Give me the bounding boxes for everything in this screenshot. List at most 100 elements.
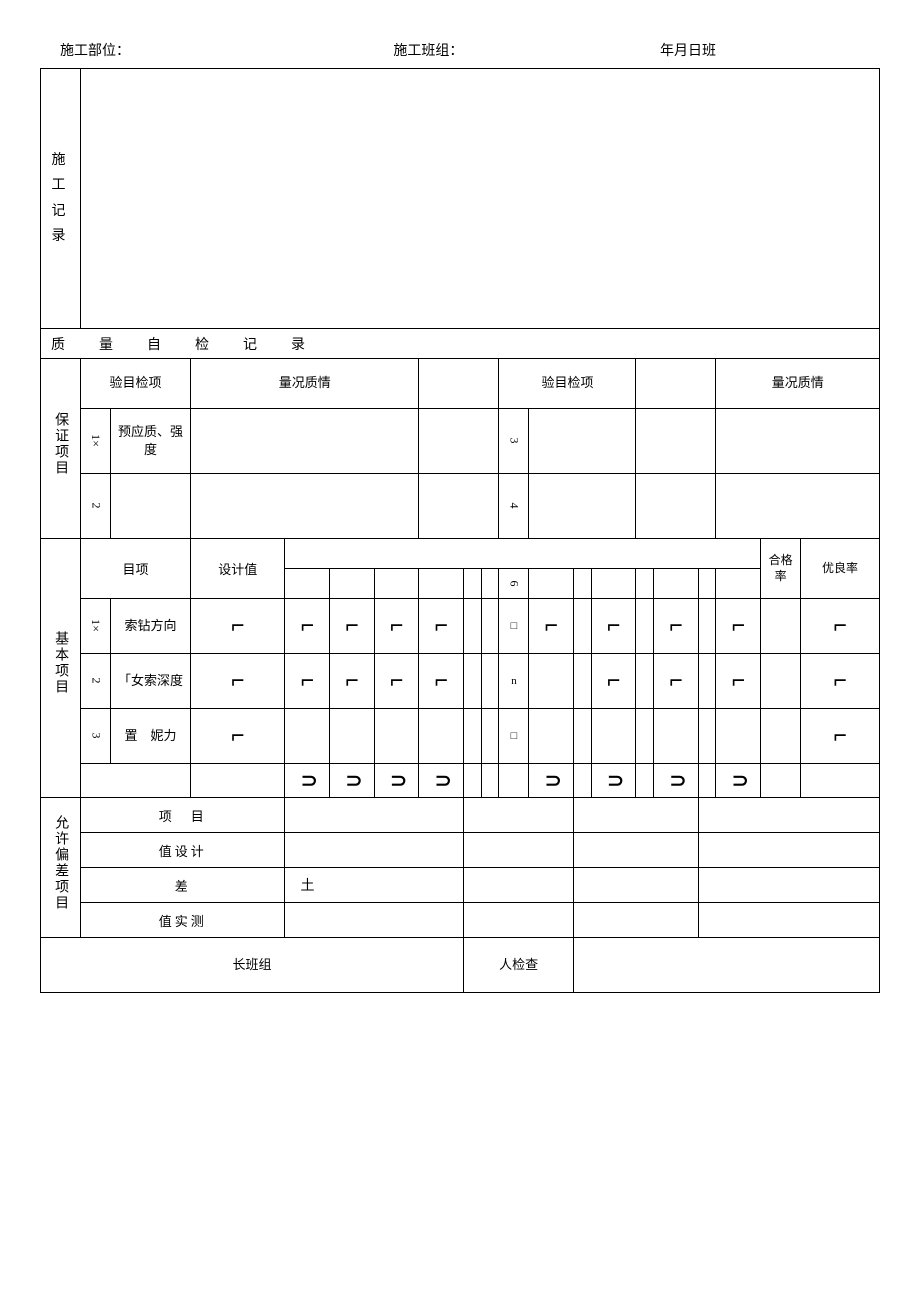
basic-row2-c8 bbox=[529, 654, 574, 709]
basic-row1-c7: □ bbox=[499, 599, 529, 654]
basic-row3-c4 bbox=[419, 709, 464, 764]
basic-row3-c3 bbox=[374, 709, 419, 764]
deviation-measure-val3 bbox=[574, 903, 699, 938]
basic-sum-c6 bbox=[481, 764, 499, 798]
guarantee-row2-name bbox=[111, 474, 191, 539]
basic-row3-pass bbox=[761, 709, 801, 764]
basic-col-3 bbox=[374, 569, 419, 599]
guarantee-section-label: 保证项目 bbox=[41, 359, 81, 539]
basic-sum-c2: ⊃ bbox=[330, 764, 375, 798]
basic-row2-c12: ⌐ bbox=[654, 654, 699, 709]
basic-item-header: 目项 bbox=[81, 539, 191, 599]
basic-data-header bbox=[285, 539, 761, 569]
guarantee-row2-val1 bbox=[191, 474, 419, 539]
deviation-design-val1 bbox=[285, 833, 464, 868]
basic-row3-c11 bbox=[636, 709, 654, 764]
deviation-item-val1 bbox=[285, 798, 464, 833]
basic-row3-c9 bbox=[574, 709, 592, 764]
basic-row2-name: 「女索深度 bbox=[111, 654, 191, 709]
basic-row1-c9 bbox=[574, 599, 592, 654]
basic-row2-c9 bbox=[574, 654, 592, 709]
basic-row3-exc: ⌐ bbox=[801, 709, 880, 764]
guarantee-row1-name: 预应质、强度 bbox=[111, 409, 191, 474]
basic-sum-c10: ⊃ bbox=[591, 764, 636, 798]
basic-col-11 bbox=[636, 569, 654, 599]
deviation-measure-val4 bbox=[698, 903, 879, 938]
basic-col-8 bbox=[529, 569, 574, 599]
deviation-item-val4 bbox=[698, 798, 879, 833]
record-content-cell bbox=[81, 69, 880, 329]
guarantee-check-header-2: 验目检项 bbox=[499, 359, 636, 409]
deviation-design-val3 bbox=[574, 833, 699, 868]
basic-row2-num: 2 bbox=[81, 654, 111, 709]
deviation-section-label: 允许偏差项目 bbox=[41, 798, 81, 938]
basic-col-14 bbox=[716, 569, 761, 599]
basic-row1-pass bbox=[761, 599, 801, 654]
guarantee-row4-num: 4 bbox=[499, 474, 529, 539]
basic-col-1 bbox=[285, 569, 330, 599]
deviation-diff-val2 bbox=[464, 868, 574, 903]
basic-row1-c14: ⌐ bbox=[716, 599, 761, 654]
basic-col-10 bbox=[591, 569, 636, 599]
basic-row3-c8 bbox=[529, 709, 574, 764]
guarantee-row3-name bbox=[529, 409, 636, 474]
basic-row1-exc: ⌐ bbox=[801, 599, 880, 654]
basic-row2-exc: ⌐ bbox=[801, 654, 880, 709]
deviation-item-val2 bbox=[464, 798, 574, 833]
basic-design-header: 设计值 bbox=[191, 539, 285, 599]
basic-col-5 bbox=[464, 569, 482, 599]
basic-row1-c4: ⌐ bbox=[419, 599, 464, 654]
basic-row1-c6 bbox=[481, 599, 499, 654]
basic-col-13 bbox=[698, 569, 716, 599]
basic-sum-c3: ⊃ bbox=[374, 764, 419, 798]
basic-row1-c11 bbox=[636, 599, 654, 654]
basic-row3-c12 bbox=[654, 709, 699, 764]
basic-row1-name: 索钻方向 bbox=[111, 599, 191, 654]
footer-blank-cell bbox=[574, 938, 880, 993]
basic-row1-c2: ⌐ bbox=[330, 599, 375, 654]
basic-row3-c2 bbox=[330, 709, 375, 764]
basic-row1-c10: ⌐ bbox=[591, 599, 636, 654]
basic-col-12 bbox=[654, 569, 699, 599]
basic-sum-c8: ⊃ bbox=[529, 764, 574, 798]
basic-row1-num: 1× bbox=[81, 599, 111, 654]
basic-row3-c1 bbox=[285, 709, 330, 764]
deviation-diff-val3 bbox=[574, 868, 699, 903]
header-row: 施工部位： 施工班组： 年月日班 bbox=[40, 40, 880, 60]
deviation-diff-val4 bbox=[698, 868, 879, 903]
deviation-design-val4 bbox=[698, 833, 879, 868]
basic-col-9 bbox=[574, 569, 592, 599]
basic-row1-c5 bbox=[464, 599, 482, 654]
basic-row3-c7: □ bbox=[499, 709, 529, 764]
basic-row3-design: ⌐ bbox=[191, 709, 285, 764]
basic-sum-c5 bbox=[464, 764, 482, 798]
basic-row2-c2: ⌐ bbox=[330, 654, 375, 709]
basic-sum-c7 bbox=[499, 764, 529, 798]
guarantee-quality-header-1: 量况质情 bbox=[191, 359, 419, 409]
guarantee-row2-val2 bbox=[419, 474, 499, 539]
basic-row3-c5 bbox=[464, 709, 482, 764]
basic-row2-c4: ⌐ bbox=[419, 654, 464, 709]
basic-row2-pass bbox=[761, 654, 801, 709]
basic-row1-design: ⌐ bbox=[191, 599, 285, 654]
basic-pass-rate: 合格率 bbox=[761, 539, 801, 599]
basic-sum-c9 bbox=[574, 764, 592, 798]
basic-sum-c11 bbox=[636, 764, 654, 798]
guarantee-row1-val2 bbox=[419, 409, 499, 474]
basic-row1-c3: ⌐ bbox=[374, 599, 419, 654]
guarantee-row4-name bbox=[529, 474, 636, 539]
record-section-label: 施 工记 录 bbox=[41, 69, 81, 329]
guarantee-row3-val1 bbox=[636, 409, 716, 474]
guarantee-spacer-2 bbox=[636, 359, 716, 409]
basic-excellent-rate: 优良率 bbox=[801, 539, 880, 599]
basic-row1-c1: ⌐ bbox=[285, 599, 330, 654]
basic-row2-c5 bbox=[464, 654, 482, 709]
deviation-diff-val1: 土 bbox=[285, 868, 464, 903]
guarantee-row1-val1 bbox=[191, 409, 419, 474]
basic-sum-pass bbox=[761, 764, 801, 798]
basic-row2-c7: n bbox=[499, 654, 529, 709]
guarantee-spacer-1 bbox=[419, 359, 499, 409]
basic-row1-c13 bbox=[698, 599, 716, 654]
deviation-design-val2 bbox=[464, 833, 574, 868]
basic-row3-c10 bbox=[591, 709, 636, 764]
